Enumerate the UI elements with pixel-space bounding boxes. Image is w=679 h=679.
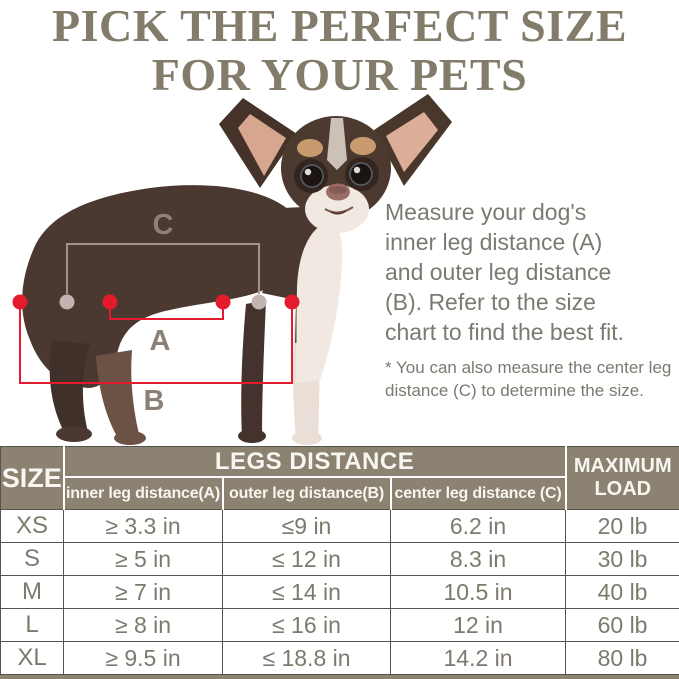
page-title-line1: PICK THE PERFECT SIZE — [51, 0, 627, 51]
instruction-line: inner leg distance (A) — [385, 229, 603, 255]
table-row-m: M ≥ 7 in ≤ 14 in 10.5 in 40 lb — [0, 575, 679, 609]
cell-load: 40 lb — [565, 575, 679, 609]
dog-photo: C A B — [12, 94, 452, 445]
instruction-line: and outer leg distance — [385, 259, 612, 285]
col-header-legs-distance: LEGS DISTANCE — [62, 446, 567, 478]
header-row-2: inner leg distance(A) outer leg distance… — [1, 476, 679, 510]
gray-marker-dot — [251, 294, 267, 310]
red-marker-dot — [102, 294, 118, 310]
instruction-footnote: * You can also measure the center leg di… — [385, 356, 679, 402]
cell-inner: ≥ 8 in — [63, 608, 223, 642]
cell-outer: ≤ 14 in — [222, 575, 391, 609]
outer-leg-bracket — [19, 302, 293, 384]
cell-size: M — [0, 575, 64, 609]
instruction-text: Measure your dog's inner leg distance (A… — [385, 197, 679, 402]
cell-outer: ≤9 in — [222, 509, 391, 543]
red-marker-dot — [12, 294, 28, 310]
cell-load: 30 lb — [565, 542, 679, 576]
cell-inner: ≥ 3.3 in — [63, 509, 223, 543]
measurement-label-c: C — [153, 209, 174, 241]
col-header-outer-leg: outer leg distance(B) — [221, 476, 392, 510]
table-row-l: L ≥ 8 in ≤ 16 in 12 in 60 lb — [0, 608, 679, 642]
cell-inner: ≥ 9.5 in — [63, 641, 223, 675]
col-header-inner-leg: inner leg distance(A) — [62, 476, 224, 510]
col-header-center-leg: center leg distance (C) — [389, 476, 567, 510]
cell-load: 20 lb — [565, 509, 679, 543]
table-row-xs: XS ≥ 3.3 in ≤9 in 6.2 in 20 lb — [0, 509, 679, 543]
cell-center: 6.2 in — [389, 509, 567, 543]
cell-load: 80 lb — [565, 641, 679, 675]
cell-size: XL — [0, 641, 64, 675]
cell-center: 14.2 in — [389, 641, 567, 675]
col-header-maximum-load: MAXIMUM LOAD — [564, 446, 679, 510]
cell-center: 12 in — [389, 608, 567, 642]
gray-marker-dot — [59, 294, 75, 310]
cell-outer: ≤ 18.8 in — [222, 641, 391, 675]
dog-illustration — [22, 94, 452, 445]
footnote-line: * You can also measure the center leg — [385, 358, 672, 377]
cell-center: 10.5 in — [389, 575, 567, 609]
cell-load: 60 lb — [565, 608, 679, 642]
red-marker-dot — [284, 294, 300, 310]
instruction-line: (B). Refer to the size — [385, 289, 596, 315]
instruction-line: Measure your dog's — [385, 199, 587, 225]
size-chart: SIZE LEGS DISTANCE MAXIMUM LOAD inner le… — [0, 446, 679, 679]
inner-leg-bracket — [109, 302, 224, 320]
instruction-line: chart to find the best fit. — [385, 319, 625, 345]
measurement-label-a: A — [150, 325, 171, 357]
measurement-diagram: C A B — [12, 209, 300, 417]
footnote-line: distance (C) to determine the size. — [385, 381, 644, 400]
cell-outer: ≤ 16 in — [222, 608, 391, 642]
size-chart-table: SIZE LEGS DISTANCE MAXIMUM LOAD inner le… — [0, 446, 679, 675]
header-row-1: SIZE LEGS DISTANCE MAXIMUM LOAD — [0, 446, 679, 510]
page-title: PICK THE PERFECT SIZE FOR YOUR PETS — [0, 1, 679, 99]
cell-size: L — [0, 608, 64, 642]
cell-center: 8.3 in — [389, 542, 567, 576]
col-header-size: SIZE — [0, 446, 65, 510]
center-leg-bracket — [66, 243, 260, 294]
table-row-xl: XL ≥ 9.5 in ≤ 18.8 in 14.2 in 80 lb — [0, 641, 679, 675]
table-row-s: S ≥ 5 in ≤ 12 in 8.3 in 30 lb — [0, 542, 679, 576]
cell-outer: ≤ 12 in — [222, 542, 391, 576]
cell-inner: ≥ 5 in — [63, 542, 223, 576]
cell-size: XS — [0, 509, 64, 543]
cell-inner: ≥ 7 in — [63, 575, 223, 609]
cell-size: S — [0, 542, 64, 576]
page-title-line2: FOR YOUR PETS — [151, 49, 528, 100]
red-marker-dot — [215, 294, 231, 310]
measurement-label-b: B — [144, 385, 165, 417]
